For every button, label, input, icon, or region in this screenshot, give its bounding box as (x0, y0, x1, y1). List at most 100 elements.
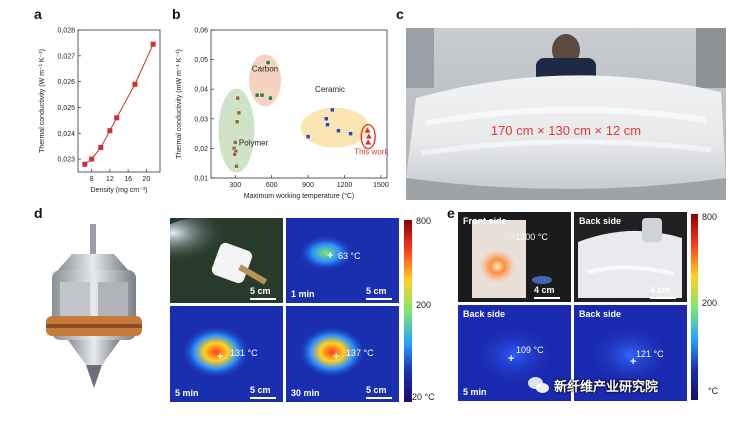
data-point (107, 128, 113, 134)
thermal-tile-e-back-2: Back side + 121 °C (574, 305, 687, 401)
photo-tile-e-front: Front side ~1300 °C 4 cm (458, 212, 571, 302)
colorbar-d-max: 800 (416, 216, 432, 226)
data-point (254, 92, 260, 98)
panel-label-c: c (396, 6, 404, 22)
measure-point: + (327, 250, 334, 262)
data-point (150, 41, 156, 47)
colorbar-d-mid: 200 (416, 300, 432, 310)
scale-label: 5 cm (250, 385, 271, 395)
this-work-region (360, 123, 376, 150)
data-point (305, 134, 311, 139)
time-label: 5 min (175, 388, 199, 398)
group-label-carbon: Carbon (252, 64, 278, 73)
watermark-text: 新纤维产业研究院 (554, 380, 659, 395)
data-point (235, 95, 240, 101)
x-tick-label: 900 (302, 182, 314, 189)
thermal-tile-d-5min: + 131 °C 5 min 5 cm (170, 306, 283, 402)
data-point (233, 140, 238, 145)
scale-bar (366, 397, 392, 399)
thermal-tile-e-back-1: Back side + 109 °C 5 min (458, 305, 571, 401)
scale-label: 4 cm (534, 285, 555, 295)
scale-bar (650, 297, 676, 299)
y-tick-label: 0,024 (57, 131, 75, 138)
temperature-readout: ~1300 °C (510, 232, 548, 242)
colorbar-e (691, 214, 698, 400)
temperature-readout: 121 °C (636, 349, 664, 359)
x-tick-label: 12 (106, 176, 114, 183)
y-tick-label: 0,026 (57, 79, 75, 86)
data-point (336, 128, 341, 133)
temperature-readout: 131 °C (230, 348, 258, 358)
time-label: 1 min (291, 289, 315, 299)
scale-label: 5 cm (250, 286, 271, 296)
chart-a: 8 12 16 20 0,023 0,024 0,025 0,026 0,027 0,028 Den… (39, 28, 161, 194)
scale-label: 5 cm (366, 286, 387, 296)
colorbar-e-min: °C (708, 386, 719, 396)
x-tick-label: 600 (266, 182, 278, 189)
scale-bar (250, 397, 276, 399)
data-point (324, 116, 329, 122)
panel-label-a: a (34, 6, 42, 22)
aerogel-blanket-photo: 170 cm × 130 cm × 12 cm (406, 28, 726, 200)
time-label: 5 min (463, 387, 487, 397)
jet-engine-illustration (46, 224, 142, 388)
scale-bar (366, 298, 392, 300)
y-tick-label: 0,025 (57, 105, 75, 112)
photo-tile-e-back: Back side 4 cm (574, 212, 687, 302)
plot-frame (210, 29, 388, 179)
data-point (364, 127, 371, 133)
panel-label-b: b (172, 6, 181, 22)
scale-bar (534, 297, 560, 299)
panel-label-e: e (447, 205, 455, 221)
data-point (365, 139, 372, 145)
group-label-polymer: Polymer (239, 138, 269, 147)
polymer-region (218, 88, 255, 173)
y-axis-label: Thermal conductivity (W m⁻¹ K⁻¹) (39, 49, 46, 153)
data-point (259, 92, 265, 98)
y-tick-label: 0,023 (57, 157, 75, 164)
data-point (82, 161, 88, 167)
colorbar-e-max: 800 (702, 212, 718, 222)
data-point (98, 144, 104, 150)
x-axis-label: Density (mg cm⁻³) (91, 187, 148, 194)
y-tick-label: 0,02 (194, 146, 208, 153)
side-label: Back side (579, 216, 622, 226)
measure-point: + (217, 351, 224, 363)
data-point (234, 163, 239, 169)
plot-frame (77, 29, 161, 173)
y-tick-label: 0,06 (194, 28, 208, 35)
x-tick-label: 8 (90, 176, 94, 183)
colorbar-e-mid: 200 (702, 298, 718, 308)
time-label: 30 min (291, 388, 320, 398)
y-tick-label: 0,01 (194, 176, 208, 183)
side-label: Front side (463, 216, 507, 226)
y-tick-label: 0,04 (194, 87, 208, 94)
temperature-readout: 137 °C (346, 348, 374, 358)
group-label-ceramic: Ceramic (315, 85, 345, 94)
carbon-region (249, 54, 282, 107)
blanket-dimensions: 170 cm × 130 cm × 12 cm (490, 123, 642, 138)
x-tick-label: 16 (124, 176, 132, 183)
temperature-readout: 63 °C (338, 251, 361, 261)
x-tick-label: 1200 (337, 182, 353, 189)
y-axis-label: Thermal conductivity (mW m⁻¹ K⁻¹) (176, 49, 183, 159)
data-point (236, 110, 242, 116)
scale-label: 5 cm (366, 385, 387, 395)
y-tick-label: 0,027 (57, 53, 75, 60)
panel-label-d: d (34, 205, 43, 221)
data-point (265, 60, 271, 65)
measure-point: + (630, 356, 637, 368)
data-point (348, 131, 353, 136)
measure-point: + (333, 351, 340, 363)
data-point (330, 107, 335, 113)
measure-point: + (508, 353, 515, 365)
x-tick-label: 1500 (373, 182, 389, 189)
data-point (234, 119, 240, 124)
x-tick-label: 300 (229, 182, 241, 189)
x-tick-label: 20 (142, 176, 150, 183)
thermal-tile-d-1min: + 63 °C 1 min 5 cm (286, 218, 399, 303)
side-label: Back side (579, 309, 622, 319)
data-point (268, 95, 273, 101)
scale-bar (250, 298, 276, 300)
x-axis-label: Maximum working temperature (°C) (244, 192, 355, 200)
